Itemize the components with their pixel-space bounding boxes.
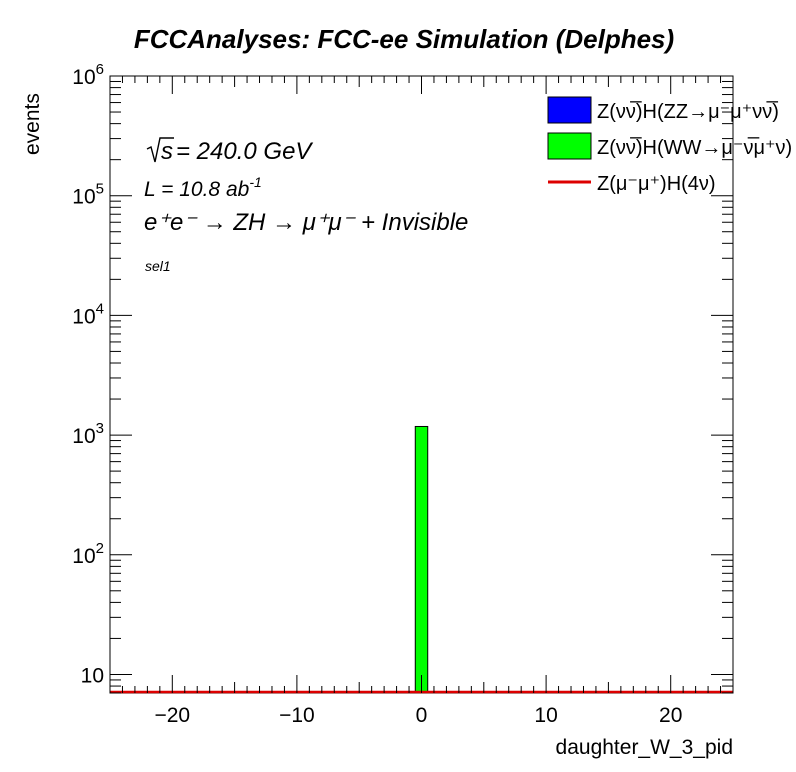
sqrt-s-annotation: s = 240.0 GeV [146, 137, 313, 165]
y-axis-ticks: 10 102 103 104 105 106 [72, 61, 733, 694]
y-tick-label: 102 [72, 540, 104, 568]
y-tick-label: 104 [72, 300, 104, 328]
selection-annotation: sel1 [145, 258, 171, 274]
chart-title: FCCAnalyses: FCC-ee Simulation (Delphes) [134, 24, 674, 54]
histogram-bar [414, 425, 429, 694]
legend-label: Z(νν̅)H(WW→μ⁻ν̅μ⁺ν) [597, 136, 792, 159]
legend-entry: Z(μ⁻μ⁺)H(4ν) [548, 173, 716, 195]
legend-label: Z(νν̅)H(ZZ→μ⁻μ⁺νν̅) [597, 100, 779, 123]
legend-swatch [547, 96, 592, 124]
x-axis-label: daughter_W_3_pid [556, 736, 733, 759]
x-axis-ticks: −20 −10 0 10 20 [109, 76, 734, 727]
legend-entry: Z(νν̅)H(WW→μ⁻ν̅μ⁺ν) [547, 132, 792, 160]
legend-label: Z(μ⁻μ⁺)H(4ν) [597, 173, 716, 195]
x-tick-label: 20 [659, 704, 682, 727]
y-tick-label: 103 [72, 420, 104, 448]
legend-swatch [547, 132, 592, 160]
legend: Z(νν̅)H(ZZ→μ⁻μ⁺νν̅) Z(νν̅)H(WW→μ⁻ν̅μ⁺ν) … [547, 96, 792, 195]
sqrt-s-value: = 240.0 GeV [176, 138, 313, 165]
y-tick-label: 105 [72, 181, 104, 209]
process-annotation: e⁺e⁻ → ZH → μ⁺μ⁻ + Invisible [144, 209, 468, 236]
y-tick-label: 106 [72, 61, 104, 89]
luminosity-annotation: L = 10.8 ab-1 [144, 174, 262, 201]
legend-entry: Z(νν̅)H(ZZ→μ⁻μ⁺νν̅) [547, 96, 779, 124]
x-tick-label: 0 [416, 704, 428, 727]
x-tick-label: −10 [279, 704, 315, 727]
y-tick-label: 10 [81, 664, 104, 687]
luminosity-exponent: -1 [249, 174, 261, 190]
svg-text:s: s [161, 138, 173, 165]
x-tick-label: 10 [534, 704, 557, 727]
y-axis-label: events [21, 93, 44, 155]
histogram-bars [110, 425, 733, 694]
luminosity-text: L = 10.8 ab [144, 178, 250, 201]
x-tick-label: −20 [154, 704, 190, 727]
